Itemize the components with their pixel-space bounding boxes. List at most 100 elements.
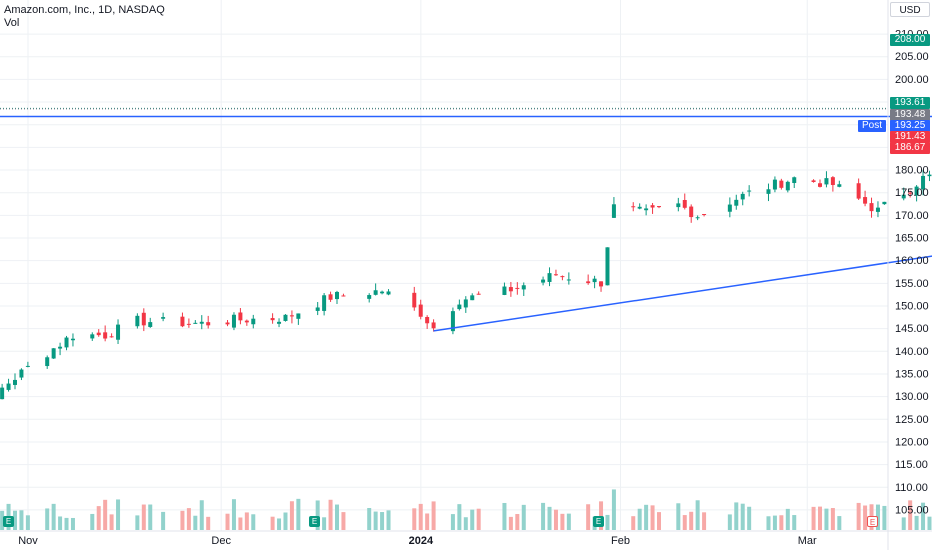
chart-grid [0,0,888,531]
volume-bar [19,510,24,530]
volume-bar [283,512,288,530]
volume-bar [116,499,121,530]
earnings-marker-icon[interactable]: E [3,516,14,527]
earnings-marker-icon[interactable]: E [867,516,878,527]
volume-bar [553,509,558,530]
candle-body [380,291,385,294]
candle-body [502,286,507,295]
candle-body [650,205,655,208]
candle-body [914,186,919,196]
y-tick-label: 165.00 [895,233,929,245]
candle-body [6,383,11,390]
earnings-marker-icon[interactable]: E [593,516,604,527]
volume-indicator-label[interactable]: Vol [4,17,20,29]
earnings-marker-icon[interactable]: E [309,516,320,527]
volume-bar [837,516,842,530]
candle-body [560,276,565,278]
y-tick-label: 140.00 [895,346,929,358]
prev-close-price-tag: 193.48 [890,109,930,121]
volume-bar [921,502,926,530]
y-tick-label: 205.00 [895,51,929,63]
volume-bar [463,517,468,530]
candle-body [148,322,153,327]
candle-body [450,311,455,332]
volume-bar [418,503,423,530]
candle-body [199,321,204,324]
candle-body [19,369,24,378]
candle-body [921,175,926,190]
volume-bars [0,489,932,530]
candlestick-series [0,169,932,400]
candle-body [193,322,198,324]
currency-label[interactable]: USD [890,2,930,17]
volume-bar [367,508,372,530]
volume-bar [521,504,526,530]
volume-bar [109,514,114,530]
volume-bar [180,510,185,530]
last-price-tag: 193.61 [890,97,930,109]
volume-bar [599,501,604,530]
candle-body [605,247,610,286]
candle-body [296,313,301,319]
volume-bar [373,511,378,530]
volume-bar [727,514,732,530]
volume-bar [476,508,481,530]
y-tick-label: 105.00 [895,504,929,516]
candle-body [547,273,552,282]
candle-body [869,203,874,212]
candle-body [689,206,694,218]
volume-bar [0,510,5,530]
candle-body [785,181,790,191]
volume-bar [631,516,636,530]
volume-bar [238,517,243,530]
y-tick-label: 200.00 [895,74,929,86]
volume-bar [148,504,153,530]
post-market-badge: Post [858,120,886,132]
candle-body [51,348,56,359]
volume-bar [779,515,784,530]
volume-bar [702,512,707,530]
y-tick-label: 110.00 [895,482,928,494]
volume-bar [644,504,649,530]
volume-bar [199,500,204,530]
volume-bar [206,516,211,530]
candle-body [476,293,481,295]
volume-bar [740,503,745,530]
volume-bar [386,510,391,530]
symbol-title[interactable]: Amazon.com, Inc., 1D, NASDAQ [4,4,165,16]
volume-bar [772,515,777,530]
candle-body [837,184,842,187]
candle-body [277,321,282,324]
candle-body [856,183,861,199]
volume-bar [650,505,655,530]
volume-bar [450,514,455,530]
candle-body [830,177,835,186]
candle-body [373,290,378,295]
y-tick-label: 125.00 [895,414,929,426]
volume-bar [811,506,816,530]
candle-body [70,338,75,341]
x-tick-label: Feb [611,535,630,547]
candle-body [463,299,468,308]
candle-body [58,346,63,349]
candle-body [766,189,771,194]
candle-body [386,291,391,295]
volume-bar [792,515,797,530]
volume-bar [824,508,829,530]
volume-bar [64,517,69,530]
y-tick-label: 115.00 [895,459,928,471]
volume-bar [863,505,868,530]
volume-bar [425,513,430,530]
volume-bar [541,502,546,530]
candle-body [727,204,732,212]
candle-body [315,307,320,311]
candle-body [289,315,294,317]
trendline [433,255,932,332]
candle-body [779,180,784,188]
stop-price-tag: 186.67 [890,142,930,154]
candle-body [875,207,880,212]
candle-body [109,336,114,338]
volume-bar [45,508,50,530]
volume-bar [470,509,475,530]
